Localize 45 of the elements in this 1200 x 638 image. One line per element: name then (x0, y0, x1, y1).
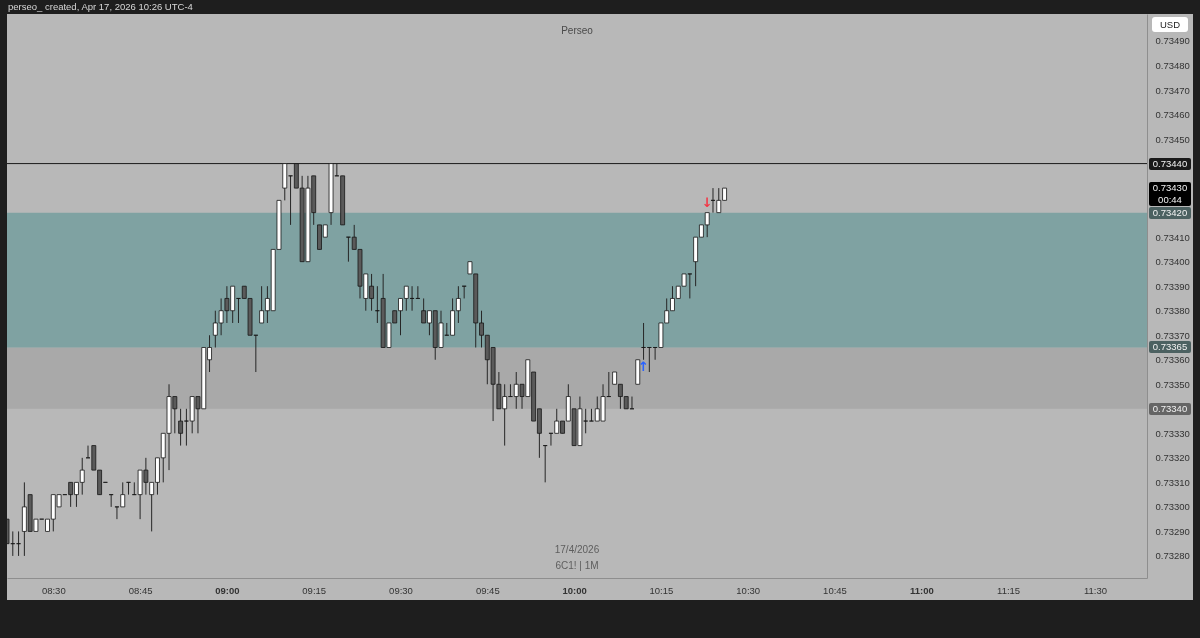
y-tick-label: 0.73400 (1155, 256, 1190, 268)
y-tick-label: 0.73300 (1155, 501, 1190, 513)
x-tick-label: 10:30 (736, 584, 761, 596)
y-tick-label: 0.73290 (1155, 525, 1190, 537)
annotation: 17/4/2026 (554, 544, 600, 555)
x-tick-label: 08:30 (41, 584, 66, 596)
y-axis-title: USD (1152, 17, 1188, 32)
y-tick-label: 0.73480 (1155, 60, 1190, 71)
x-tick-label: 08:45 (128, 584, 153, 596)
y-tick-label: 0.73380 (1155, 305, 1190, 317)
candlestick (346, 236, 351, 263)
y-tick-label: 0.73310 (1155, 476, 1190, 488)
x-tick-label: 09:30 (389, 584, 413, 596)
y-tick-label: 0.73280 (1155, 550, 1190, 562)
y-tick-label: 0.73460 (1155, 109, 1190, 121)
x-tick-label: 11:30 (1083, 584, 1107, 596)
annotation: ↓ (701, 194, 713, 210)
y-tick-label: 0.73390 (1155, 280, 1190, 292)
y-tick-label: 0.73430 (1151, 182, 1189, 195)
x-tick-label: 09:45 (475, 584, 500, 596)
y-tick-label: 0.73370 (1155, 329, 1190, 341)
y-tick-label: 0.73490 (1155, 35, 1190, 47)
y-tick-label: 0.73340 (1149, 402, 1191, 415)
y-tick-label: 0.73365 (1149, 341, 1191, 354)
y-tick-label: 0.73420 (1149, 206, 1191, 219)
y-tick-label: 0.73330 (1155, 427, 1190, 439)
y-tick-label: 0.73360 (1155, 354, 1190, 366)
y-tick-label: 0.73350 (1155, 378, 1190, 390)
x-tick-label: 11:00 (909, 584, 934, 596)
y-tick-label: 0.73440 (1149, 157, 1191, 170)
y-tick-label: 0.73450 (1155, 133, 1190, 145)
x-tick-label: 10:45 (823, 584, 847, 596)
text: 00:44 (1157, 194, 1183, 207)
x-tick-label: 10:15 (649, 584, 674, 596)
x-tick-label: 11:15 (997, 584, 1021, 596)
text: perseo_ created, Apr 17, 2026 10:26 UTC-4 (8, 0, 193, 13)
annotation: 6C1! | 1M (555, 560, 599, 571)
x-tick-label: 09:15 (302, 584, 327, 596)
y-tick-label: 0.73410 (1155, 231, 1190, 243)
x-tick-label: 09:00 (215, 584, 240, 596)
text: Perseo (561, 25, 594, 36)
y-tick-label: 0.73320 (1155, 452, 1190, 464)
y-tick-label: 0.73470 (1155, 84, 1190, 96)
annotation: ↑ (638, 358, 649, 374)
x-tick-label: 10:00 (562, 584, 587, 596)
